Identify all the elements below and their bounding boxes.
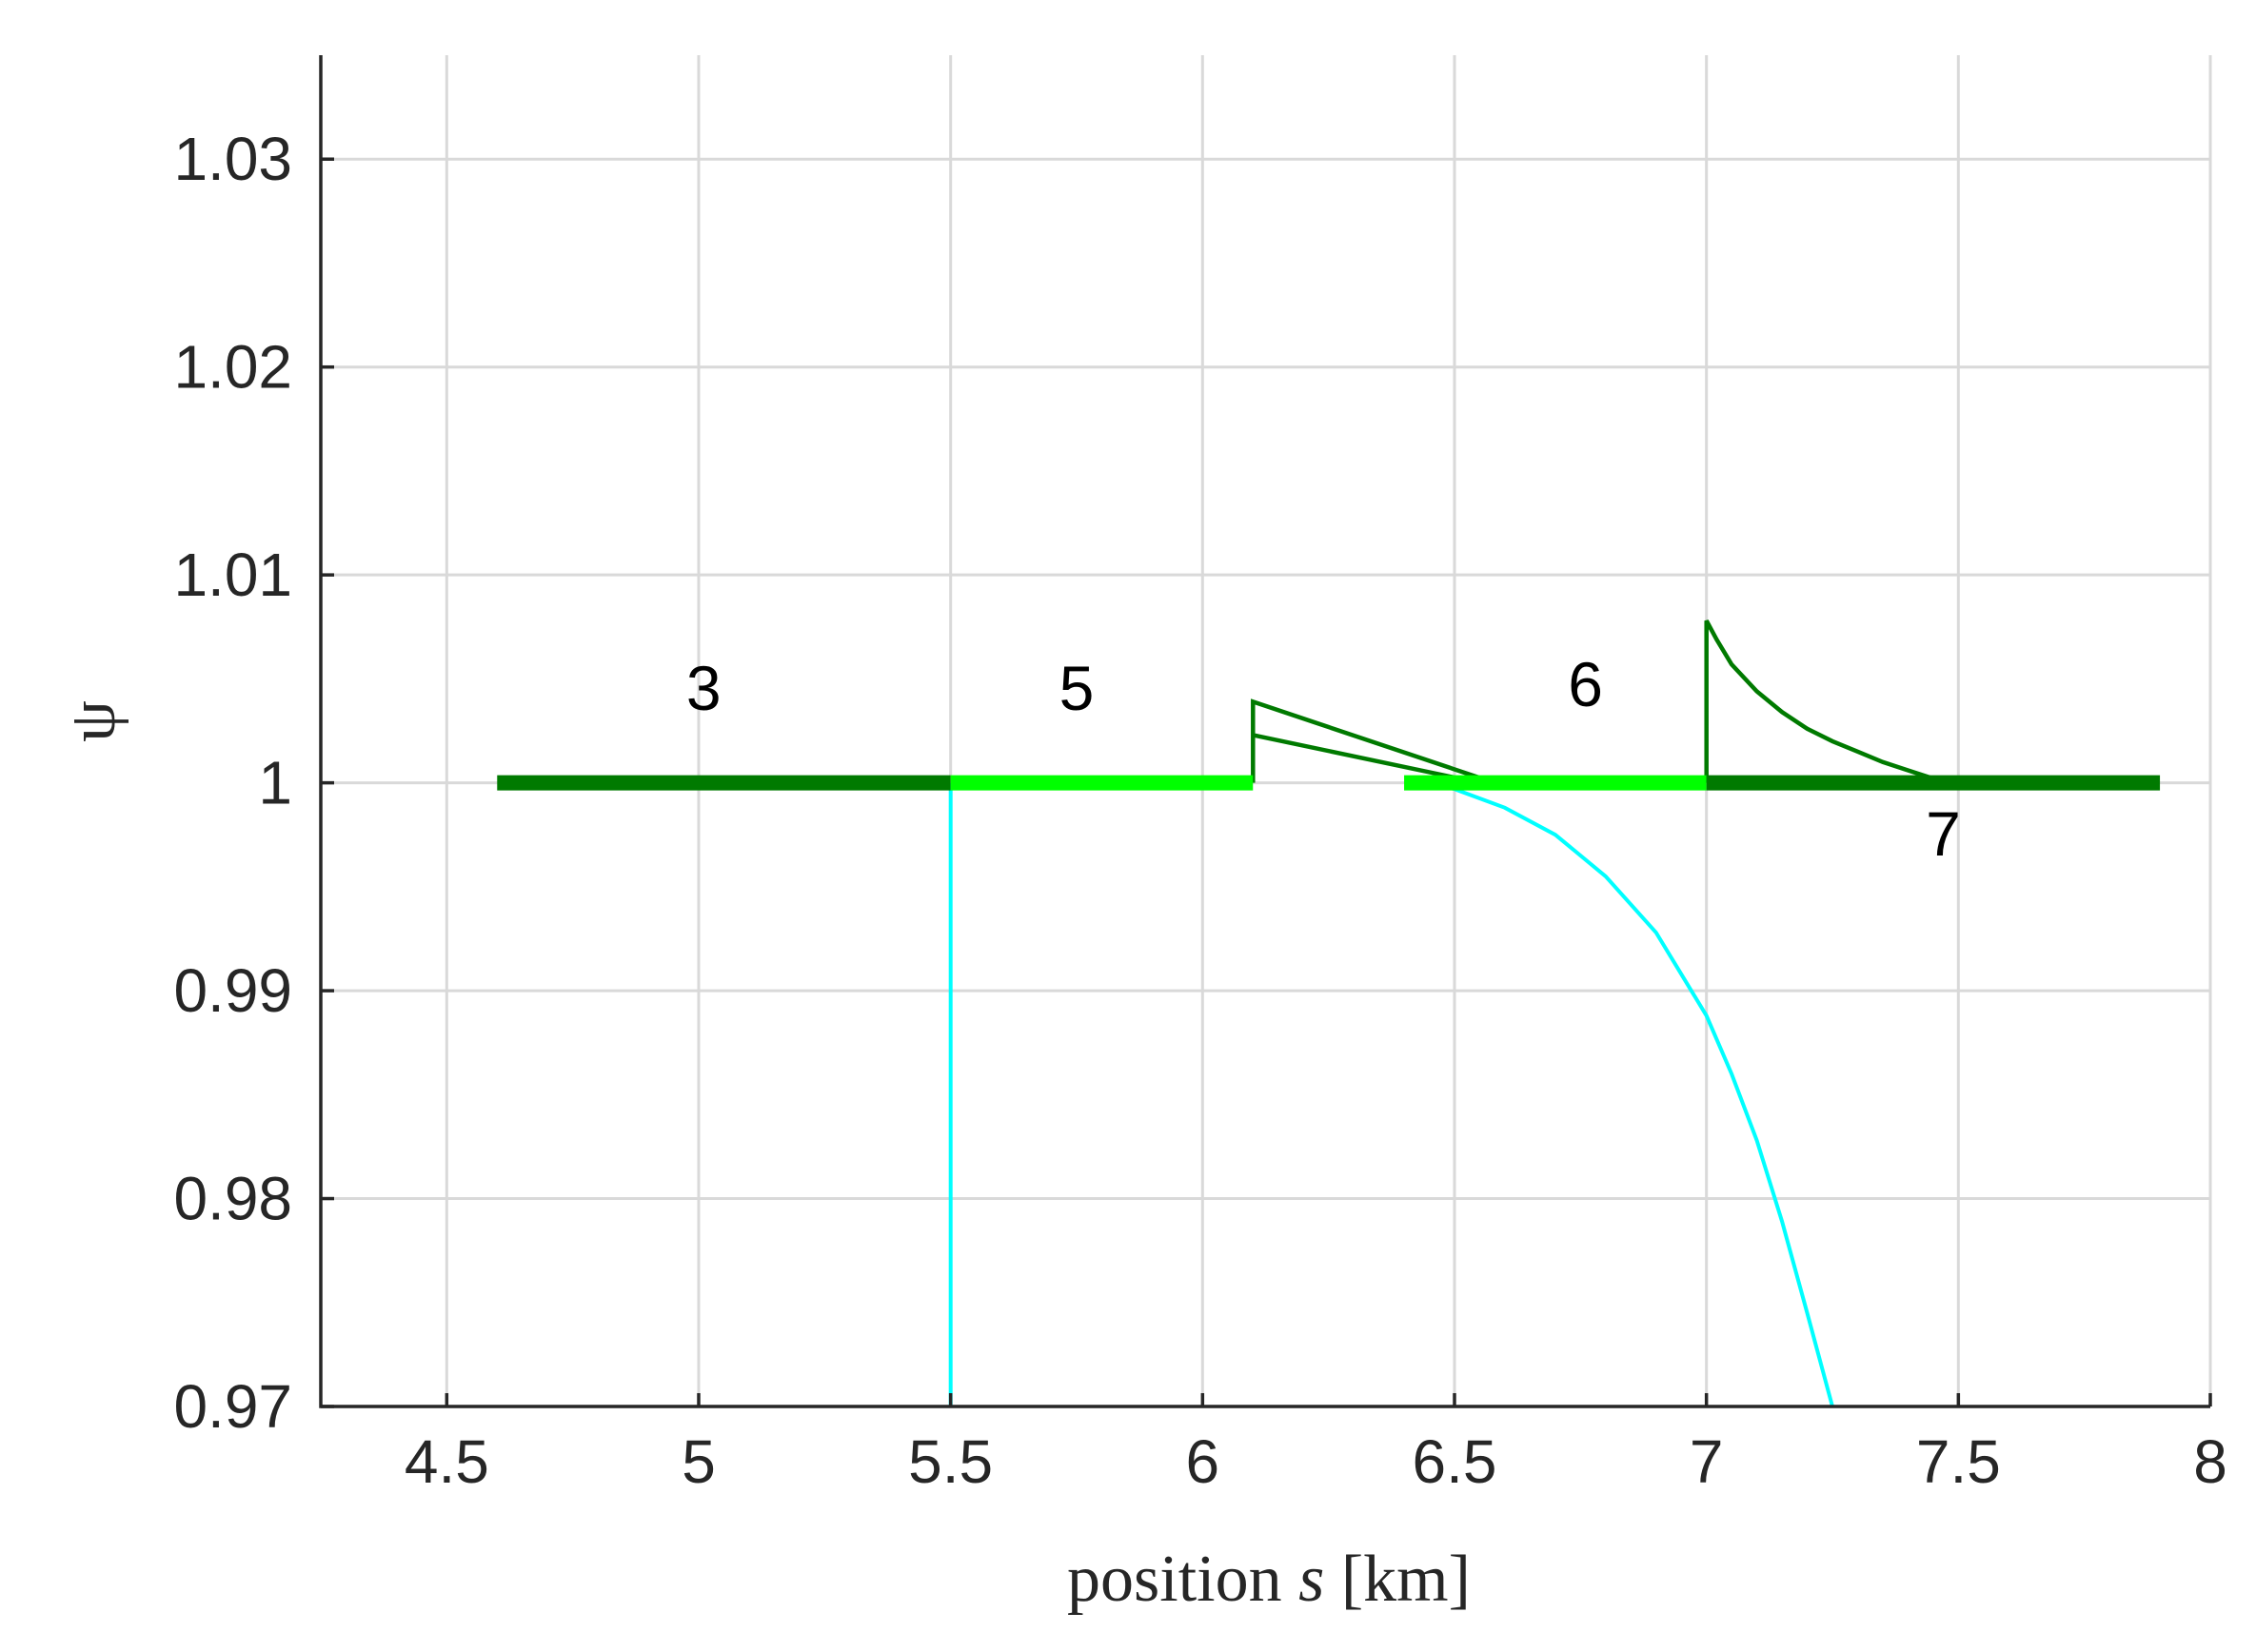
- x-tick-label-4: 6.5: [1413, 1427, 1497, 1496]
- grid: [321, 55, 2212, 1408]
- segment-label-5: 5: [1059, 653, 1095, 723]
- x-tick-label-1: 5: [682, 1427, 716, 1496]
- y-tick-label-3: 1: [258, 749, 292, 817]
- segment-label-6: 6: [1568, 649, 1603, 719]
- x-tick-label-0: 4.5: [405, 1427, 489, 1496]
- segment-label-7: 7: [1926, 798, 1961, 869]
- y-tick-label-0: 0.97: [173, 1372, 292, 1441]
- x-axis-label-unit: [km]: [1341, 1543, 1471, 1616]
- x-axis-label: position s [km]: [1067, 1543, 1471, 1616]
- y-tick-label-2: 0.99: [173, 956, 292, 1025]
- series-line-4: [1429, 780, 1834, 1407]
- x-tick-label-3: 6: [1186, 1427, 1220, 1496]
- y-tick-label-4: 1.01: [173, 541, 292, 609]
- series-line-0: [1251, 698, 1496, 785]
- y-axis-label: ψ: [56, 700, 129, 742]
- series-line-1: [1252, 733, 1480, 785]
- axes: 4.5 5 5.5 6 6.5 7 7.5 8 0.97 0.98 0.99 1 1.01 1.02 1.0…: [173, 55, 2227, 1496]
- x-tick-label-5: 7: [1690, 1427, 1724, 1496]
- plot-area: [497, 620, 2161, 1407]
- x-tick-label-2: 5.5: [908, 1427, 993, 1496]
- series-line-2: [1704, 620, 1949, 785]
- segment-label-3: 3: [686, 653, 722, 723]
- x-tick-label-6: 7.5: [1916, 1427, 2001, 1496]
- x-tick-label-7: 8: [2193, 1427, 2227, 1496]
- labels: position s [km] ψ 3 5 6 7: [56, 649, 1961, 1616]
- y-tick-label-6: 1.03: [173, 125, 292, 193]
- axis-lines: [319, 55, 2210, 1408]
- x-axis-label-text: position: [1067, 1543, 1282, 1616]
- y-tick-label-1: 0.98: [173, 1165, 292, 1233]
- y-tick-label-5: 1.02: [173, 333, 292, 402]
- x-axis-label-variable: s: [1298, 1543, 1324, 1616]
